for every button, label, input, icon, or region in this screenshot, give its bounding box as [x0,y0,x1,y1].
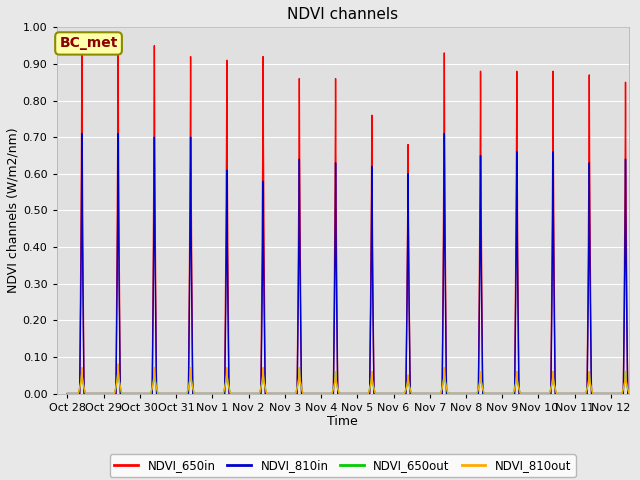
NDVI_650in [406,391,414,396]
NDVI_650in [93,391,100,396]
NDVI_650out [63,391,71,396]
Legend: NDVI_650in, NDVI_810in, NDVI_650out, NDVI_810out: NDVI_650in, NDVI_810in, NDVI_650out, NDV… [109,455,576,477]
NDVI_810in [493,391,501,396]
NDVI_810in [63,391,71,396]
Y-axis label: NDVI channels (W/m2/nm): NDVI channels (W/m2/nm) [7,128,20,293]
Line: NDVI_810in: NDVI_810in [67,133,640,394]
NDVI_810out [115,361,122,367]
NDVI_650in [115,36,122,41]
NDVI_810out [406,387,414,393]
NDVI_650out [93,391,100,396]
NDVI_650out [493,391,501,396]
NDVI_810in [524,391,532,396]
NDVI_650in [493,391,501,396]
NDVI_810out [63,391,71,396]
Line: NDVI_650out: NDVI_650out [67,364,640,394]
X-axis label: Time: Time [328,415,358,429]
NDVI_810in [273,391,281,396]
Line: NDVI_810out: NDVI_810out [67,364,640,394]
NDVI_650in [273,391,281,396]
NDVI_650out [524,391,532,396]
Title: NDVI channels: NDVI channels [287,7,398,22]
NDVI_650in [63,391,71,396]
Text: BC_met: BC_met [60,36,118,50]
NDVI_650in [432,391,440,396]
Line: NDVI_650in: NDVI_650in [67,38,640,394]
NDVI_810out [524,391,532,396]
NDVI_810in [432,391,440,396]
NDVI_650out [273,391,281,396]
NDVI_810in [93,391,100,396]
NDVI_650out [406,387,414,393]
NDVI_810out [493,391,501,396]
NDVI_650out [432,391,440,396]
NDVI_810out [93,391,100,396]
NDVI_810out [273,391,281,396]
NDVI_650in [524,391,532,396]
NDVI_810out [432,391,440,396]
NDVI_810in [406,391,414,396]
NDVI_810in [78,131,86,136]
NDVI_650out [115,361,122,367]
